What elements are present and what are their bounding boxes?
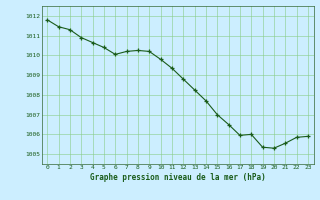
X-axis label: Graphe pression niveau de la mer (hPa): Graphe pression niveau de la mer (hPa): [90, 173, 266, 182]
